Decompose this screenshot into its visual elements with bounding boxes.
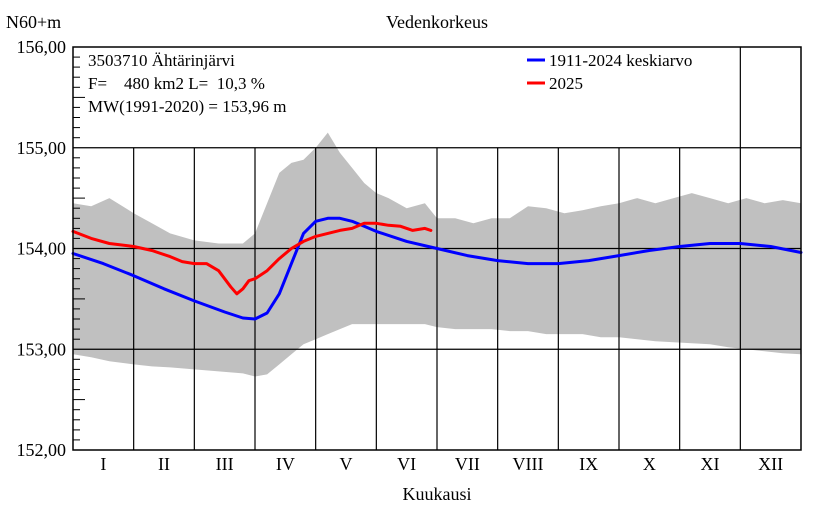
y-tick-label: 155,00 (17, 138, 67, 158)
series-line-mean (71, 216, 803, 321)
chart-title: Vedenkorkeus (386, 12, 488, 32)
info-area: F= 480 km2 L= 10,3 % (88, 74, 265, 93)
y-tick-label: 154,00 (17, 239, 67, 259)
month-label-XII: XII (758, 454, 783, 474)
month-label-IX: IX (579, 454, 598, 474)
y-tick-label: 153,00 (17, 339, 67, 359)
month-label-V: V (340, 454, 353, 474)
x-axis-label: Kuukausi (403, 484, 472, 504)
plot-frame (72, 46, 802, 451)
month-label-X: X (643, 454, 656, 474)
month-label-VII: VII (455, 454, 480, 474)
legend-label-mean: 1911-2024 keskiarvo (549, 51, 692, 70)
month-label-I: I (100, 454, 106, 474)
info-mean: MW(1991-2020) = 153,96 m (88, 97, 286, 116)
info-station: 3503710 Ähtärinjärvi (88, 51, 235, 70)
series-line-2025 (71, 221, 433, 296)
month-label-VIII: VIII (513, 454, 544, 474)
month-label-II: II (158, 454, 170, 474)
month-label-III: III (216, 454, 234, 474)
series-layer (71, 216, 803, 321)
month-label-VI: VI (397, 454, 416, 474)
month-label-IV: IV (276, 454, 295, 474)
y-tick-label: 152,00 (17, 440, 67, 460)
month-label-XI: XI (701, 454, 720, 474)
legend-label-2025: 2025 (549, 74, 583, 93)
y-tick-label-top: 156,00 (17, 37, 67, 57)
legend: 1911-2024 keskiarvo 2025 (527, 51, 692, 93)
ticks-layer (73, 56, 85, 441)
y-axis-label: N60+m (6, 12, 61, 32)
